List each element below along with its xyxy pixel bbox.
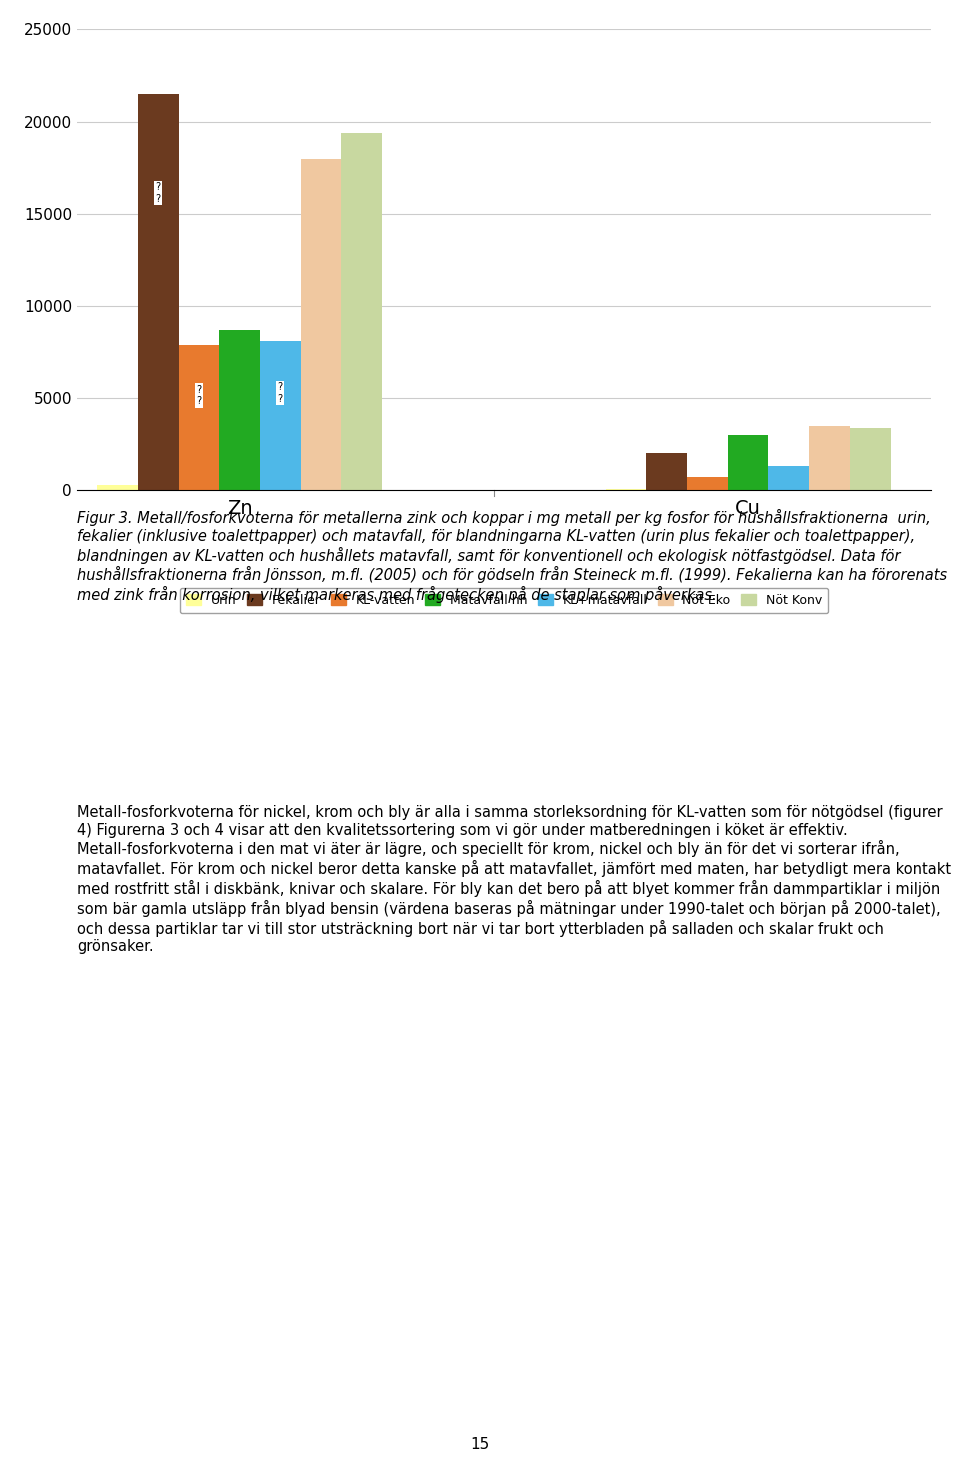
Text: Figur 3. Metall/fosforkvoterna för metallerna zink och koppar i mg metall per kg: Figur 3. Metall/fosforkvoterna för metal… xyxy=(77,510,947,603)
Text: ?
?: ? ? xyxy=(277,382,283,404)
Text: ?
?: ? ? xyxy=(196,385,202,407)
Bar xyxy=(646,454,687,491)
Bar xyxy=(809,426,850,491)
Bar xyxy=(606,489,646,491)
Bar xyxy=(97,485,138,491)
Text: Metall-fosforkvoterna för nickel, krom och bly är alla i samma storleksordning f: Metall-fosforkvoterna för nickel, krom o… xyxy=(77,805,951,954)
Bar xyxy=(300,159,341,491)
Bar xyxy=(138,94,179,491)
Text: 15: 15 xyxy=(470,1437,490,1452)
Bar xyxy=(219,330,260,491)
Bar xyxy=(850,427,891,491)
Bar xyxy=(341,133,382,491)
Bar xyxy=(179,345,219,491)
Legend: Urin, Fekalier, KL-vatten, Matavfall hh, KL+matavfall, Nöt Eko, Nöt Konv: Urin, Fekalier, KL-vatten, Matavfall hh,… xyxy=(180,588,828,613)
Bar xyxy=(260,340,300,491)
Text: ?
?: ? ? xyxy=(156,183,160,203)
Bar xyxy=(687,478,728,491)
Bar xyxy=(728,435,768,491)
Bar xyxy=(768,466,809,491)
